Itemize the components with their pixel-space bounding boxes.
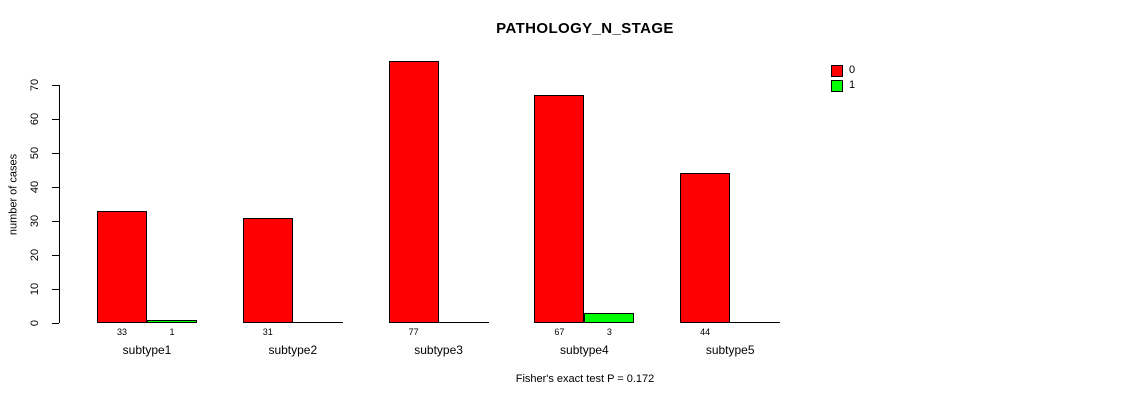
x-axis-category-label: subtype3	[414, 343, 463, 357]
bar-series-0	[534, 95, 585, 323]
bar-series-0	[97, 210, 147, 323]
x-axis-category-label: subtype2	[268, 343, 318, 357]
bar-series-0	[242, 217, 293, 323]
y-tick-mark	[52, 220, 59, 222]
y-tick-label: 60	[29, 112, 41, 126]
y-tick-label: 20	[29, 248, 41, 262]
y-axis-line	[59, 85, 60, 323]
zero-height-bar	[730, 322, 781, 323]
y-tick-mark	[52, 152, 59, 154]
legend-item-label: 0	[849, 64, 856, 76]
chart-title: PATHOLOGY_N_STAGE	[496, 20, 674, 37]
bar-value-label: 77	[408, 327, 419, 337]
bar-series-1	[147, 319, 197, 323]
bar-value-label: 44	[700, 327, 711, 337]
legend-item-label: 1	[849, 79, 856, 91]
bar-series-1	[584, 312, 635, 323]
bar-value-label: 33	[116, 327, 127, 337]
bar-value-label: 67	[554, 327, 565, 337]
y-tick-label: 30	[29, 214, 41, 228]
x-axis-category-label: subtype1	[122, 343, 172, 357]
legend-item: 0	[831, 64, 855, 77]
bar-value-label: 1	[169, 327, 175, 337]
y-tick-mark	[52, 288, 59, 290]
legend-swatch	[831, 79, 843, 92]
y-tick-mark	[52, 186, 59, 188]
bar-series-0	[680, 173, 731, 323]
y-tick-label: 0	[29, 319, 41, 327]
bar-value-label: 31	[262, 327, 273, 337]
y-tick-label: 50	[29, 146, 41, 160]
y-tick-mark	[52, 118, 59, 120]
zero-height-bar	[292, 322, 343, 323]
y-tick-label: 70	[29, 78, 41, 92]
annotation-text: Fisher's exact test P = 0.172	[515, 373, 655, 385]
bar-value-label: 3	[606, 327, 612, 337]
x-axis-category-label: subtype5	[705, 343, 755, 357]
legend-swatch	[831, 64, 843, 77]
x-axis-category-label: subtype4	[560, 343, 609, 357]
y-tick-mark	[52, 322, 59, 324]
zero-height-bar	[438, 322, 489, 323]
legend-item: 1	[831, 79, 855, 92]
bar-series-0	[388, 61, 439, 323]
y-tick-mark	[52, 254, 59, 256]
y-tick-mark	[52, 84, 59, 86]
y-tick-label: 10	[29, 282, 41, 296]
y-tick-label: 40	[29, 180, 41, 194]
y-axis-title: number of cases	[7, 153, 20, 236]
